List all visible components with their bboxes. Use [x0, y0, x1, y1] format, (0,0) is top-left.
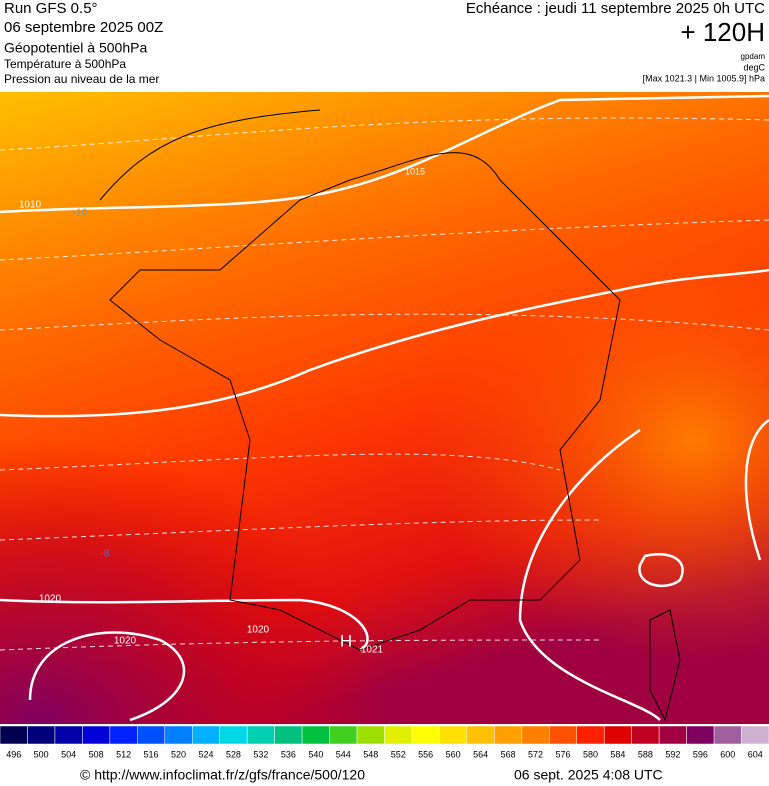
colorbar-label: 596 [693, 749, 708, 759]
contour-label: 1020 [39, 594, 62, 605]
colorbar-swatch [164, 725, 193, 745]
corsica [649, 609, 681, 722]
colorbar-label: 580 [583, 749, 598, 759]
colorbar-label: 536 [281, 749, 296, 759]
colorbar-label: 556 [418, 749, 433, 759]
colorbar-label: 576 [556, 749, 571, 759]
isobars [0, 94, 769, 722]
temperature-contours [0, 117, 769, 651]
colorbar-label: 496 [6, 749, 21, 759]
colorbar-label: 572 [528, 749, 543, 759]
colorbar-label: 516 [144, 749, 159, 759]
colorbar-label: 592 [665, 749, 680, 759]
contour-label: 1015 [405, 166, 425, 176]
colorbar-swatch [713, 725, 742, 745]
colorbar-swatch [576, 725, 605, 745]
colorbar-label: 588 [638, 749, 653, 759]
colorbar-swatch [137, 725, 166, 745]
field: Pression au niveau de la mer [4, 72, 159, 86]
colorbar-label: 564 [473, 749, 488, 759]
colorbar-swatch [494, 725, 523, 745]
contour-label: 1010 [19, 200, 42, 211]
colorbar-swatch [549, 725, 577, 745]
colorbar-swatch [219, 725, 248, 745]
colorbar-label: 532 [253, 749, 268, 759]
colorbar-swatch [741, 725, 769, 745]
lead: + 120H [680, 17, 765, 47]
colorbar-label: 528 [226, 749, 241, 759]
unit: degC [743, 62, 765, 72]
contour-label: H [340, 631, 352, 650]
colorbar-label: 520 [171, 749, 186, 759]
colorbar-swatch [192, 725, 220, 745]
colorbar-label: 508 [89, 749, 104, 759]
colorbar-label: 584 [610, 749, 625, 759]
colorbar-swatch [686, 725, 715, 745]
range: [Max 1021.3 | Min 1005.9] hPa [643, 73, 765, 83]
colorbar-swatch [301, 725, 330, 745]
colorbar-label: 552 [391, 749, 406, 759]
contour-label: 1020 [114, 636, 137, 647]
date: 06 septembre 2025 00Z [4, 19, 163, 36]
colorbar-swatch [658, 725, 687, 745]
echeance: Echéance : jeudi 11 septembre 2025 0h UT… [466, 0, 765, 17]
colorbar-swatch [411, 725, 440, 745]
colorbar-label: 540 [308, 749, 323, 759]
colorbar-swatch [329, 725, 358, 745]
field: Géopotentiel à 500hPa [4, 40, 147, 56]
colorbar-label: 548 [363, 749, 378, 759]
colorbar-label: 568 [501, 749, 516, 759]
colorbar-label: 512 [116, 749, 131, 759]
colorbar-label: 524 [198, 749, 213, 759]
colorbar-label: 560 [446, 749, 461, 759]
colorbar-label: 500 [34, 749, 49, 759]
footer-url: © http://www.infoclimat.fr/z/gfs/france/… [80, 767, 365, 783]
contour-label: 1020 [247, 625, 270, 636]
colorbar-label: 504 [61, 749, 76, 759]
contour-label: -8 [101, 549, 110, 560]
colorbar-swatch [439, 725, 468, 745]
colorbar-swatch [384, 725, 413, 745]
run: Run GFS 0.5° [4, 0, 98, 17]
unit: gpdam [741, 52, 766, 61]
field: Température à 500hPa [4, 57, 126, 71]
colorbar-swatch [82, 725, 111, 745]
colorbar-swatch [246, 725, 275, 745]
colorbar-swatch [0, 725, 28, 745]
colorbar-swatch [54, 725, 83, 745]
field-overlay [0, 92, 769, 724]
coastline [99, 109, 621, 651]
colorbar-label: 544 [336, 749, 351, 759]
footer-time: 06 sept. 2025 4:08 UTC [514, 767, 663, 783]
contour-label: -16 [73, 208, 88, 219]
colorbar-swatch [356, 725, 385, 745]
colorbar-label: 604 [748, 749, 763, 759]
colorbar-label: 600 [720, 749, 735, 759]
contour-label: 1021 [361, 645, 384, 656]
colorbar-swatch [521, 725, 550, 745]
colorbar-swatch [466, 725, 495, 745]
colorbar-swatch [109, 725, 138, 745]
colorbar-swatch [631, 725, 660, 745]
colorbar-swatch [27, 725, 56, 745]
colorbar-swatch [274, 725, 303, 745]
colorbar-swatch [603, 725, 632, 745]
